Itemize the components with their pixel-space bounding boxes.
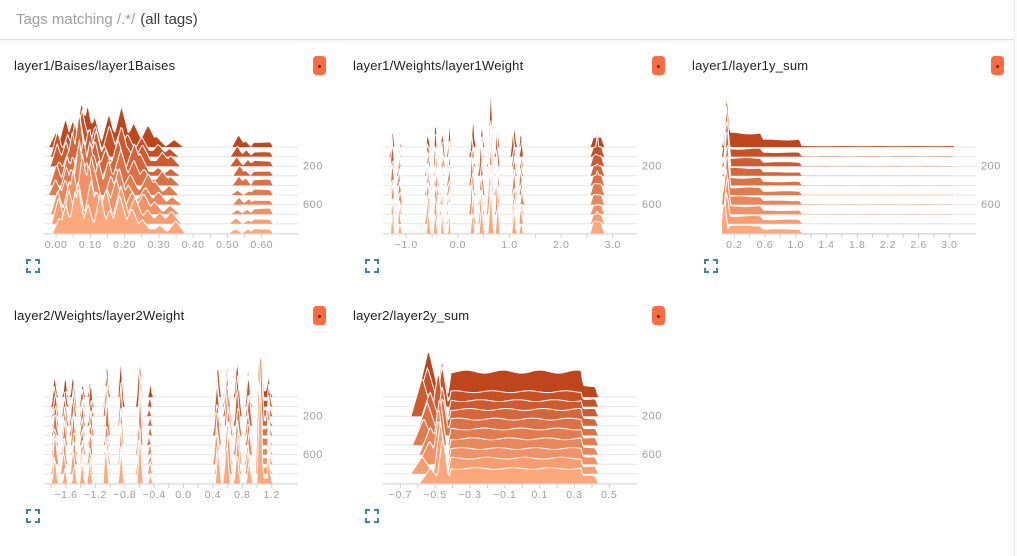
pin-toggle-icon[interactable] <box>313 305 326 325</box>
svg-text:−0.4: −0.4 <box>143 489 166 501</box>
svg-text:−0.1: −0.1 <box>493 489 516 501</box>
histogram-panel: layer1/Baises/layer1Baises 200 600 0.00 0.1… <box>0 45 339 295</box>
svg-text:0.10: 0.10 <box>79 239 102 251</box>
svg-text:−0.8: −0.8 <box>113 489 136 501</box>
svg-text:200: 200 <box>642 161 662 173</box>
svg-text:200: 200 <box>981 161 1001 173</box>
svg-text:0.3: 0.3 <box>566 489 582 501</box>
expand-icon[interactable] <box>26 259 40 273</box>
pin-dot <box>657 314 660 318</box>
histogram-chart: 200 600 0.00 0.10 0.20 0.30 0.40 0.50 0.60 <box>44 104 323 251</box>
svg-text:0.30: 0.30 <box>147 239 170 251</box>
svg-text:3.0: 3.0 <box>605 239 621 251</box>
panel-header: layer2/layer2y_sum <box>353 303 665 327</box>
panel-header: layer1/Baises/layer1Baises <box>14 53 326 77</box>
svg-text:−1.6: −1.6 <box>54 489 77 501</box>
svg-text:600: 600 <box>642 199 662 211</box>
panel-header: layer1/layer1y_sum <box>692 53 1004 77</box>
panel-footer <box>692 253 1004 279</box>
svg-text:−1.2: −1.2 <box>84 489 107 501</box>
svg-text:0.00: 0.00 <box>45 239 68 251</box>
panel-footer <box>353 253 665 279</box>
histogram-chart: 200 600 −1.6 −1.2 −0.8 −0.4 0.0 0.4 0.8 1.2 <box>44 346 323 501</box>
svg-text:1.0: 1.0 <box>787 239 803 251</box>
svg-text:1.8: 1.8 <box>849 239 865 251</box>
histogram-panel: layer2/layer2y_sum 200 600 −0.7 −0.5 −0.3 −0.… <box>339 295 678 545</box>
svg-text:0.4: 0.4 <box>205 489 221 501</box>
svg-text:0.8: 0.8 <box>234 489 250 501</box>
expand-icon[interactable] <box>26 509 40 523</box>
svg-text:−0.7: −0.7 <box>389 489 412 501</box>
svg-text:200: 200 <box>642 411 662 423</box>
panel-header: layer2/Weights/layer2Weight <box>14 303 326 327</box>
svg-text:2.6: 2.6 <box>910 239 926 251</box>
svg-text:600: 600 <box>303 199 323 211</box>
svg-text:2.0: 2.0 <box>553 239 569 251</box>
pin-toggle-icon[interactable] <box>991 55 1004 75</box>
svg-text:−0.3: −0.3 <box>458 489 481 501</box>
svg-text:−1.0: −1.0 <box>395 239 418 251</box>
histogram-panel: layer1/Weights/layer1Weight 200 600 −1.0 0.… <box>339 45 678 295</box>
panel-title: layer1/Baises/layer1Baises <box>14 57 176 73</box>
panel-footer <box>353 503 665 529</box>
svg-text:200: 200 <box>303 411 323 423</box>
svg-text:2.2: 2.2 <box>880 239 896 251</box>
svg-text:0.20: 0.20 <box>113 239 136 251</box>
svg-text:0.40: 0.40 <box>182 239 205 251</box>
tag-filter-placeholder: Tags matching /.*/ <box>16 11 136 28</box>
histogram-chart: 200 600 −0.7 −0.5 −0.3 −0.1 0.1 0.3 0.5 <box>383 350 662 501</box>
panel-title: layer1/layer1y_sum <box>692 57 809 73</box>
expand-icon[interactable] <box>704 259 718 273</box>
svg-text:−0.5: −0.5 <box>424 489 447 501</box>
tag-filter-bar[interactable]: Tags matching /.*/ (all tags) <box>0 0 1017 40</box>
svg-text:600: 600 <box>303 449 323 461</box>
pin-toggle-icon[interactable] <box>652 305 665 325</box>
expand-icon[interactable] <box>365 259 379 273</box>
svg-text:600: 600 <box>642 449 662 461</box>
histogram-panel: layer2/Weights/layer2Weight 200 600 −1.6 −1… <box>0 295 339 545</box>
tag-filter-all-tags-label: (all tags) <box>140 11 198 28</box>
svg-text:0.0: 0.0 <box>450 239 466 251</box>
histogram-panel: layer1/layer1y_sum 200 600 0.2 0.6 1.0 1.4 1.8… <box>678 45 1017 295</box>
svg-text:0.2: 0.2 <box>726 239 742 251</box>
svg-text:0.60: 0.60 <box>250 239 273 251</box>
panels-grid: layer1/Baises/layer1Baises 200 600 0.00 0.1… <box>0 40 1017 545</box>
panel-title: layer2/Weights/layer2Weight <box>14 307 185 323</box>
pin-dot <box>318 314 321 318</box>
pin-toggle-icon[interactable] <box>652 55 665 75</box>
svg-text:0.6: 0.6 <box>757 239 773 251</box>
panel-footer <box>14 503 326 529</box>
svg-text:600: 600 <box>981 199 1001 211</box>
panel-title: layer2/layer2y_sum <box>353 307 470 323</box>
scrollbar-track[interactable] <box>1014 0 1017 556</box>
histogram-chart: 200 600 −1.0 0.0 1.0 2.0 3.0 <box>383 85 662 251</box>
svg-text:3.0: 3.0 <box>941 239 957 251</box>
svg-text:0.50: 0.50 <box>216 239 239 251</box>
svg-text:1.2: 1.2 <box>263 489 279 501</box>
svg-text:1.4: 1.4 <box>818 239 834 251</box>
expand-icon[interactable] <box>365 509 379 523</box>
pin-dot <box>996 64 999 68</box>
svg-text:1.0: 1.0 <box>501 239 517 251</box>
svg-text:0.1: 0.1 <box>531 489 547 501</box>
pin-toggle-icon[interactable] <box>313 55 326 75</box>
histogram-chart: 200 600 0.2 0.6 1.0 1.4 1.8 2.2 2.6 3.0 <box>722 96 1001 251</box>
svg-text:200: 200 <box>303 161 323 173</box>
panel-footer <box>14 253 326 279</box>
pin-dot <box>318 64 321 68</box>
svg-text:0.5: 0.5 <box>601 489 617 501</box>
svg-text:0.0: 0.0 <box>175 489 191 501</box>
panel-title: layer1/Weights/layer1Weight <box>353 57 524 73</box>
panel-header: layer1/Weights/layer1Weight <box>353 53 665 77</box>
pin-dot <box>657 64 660 68</box>
